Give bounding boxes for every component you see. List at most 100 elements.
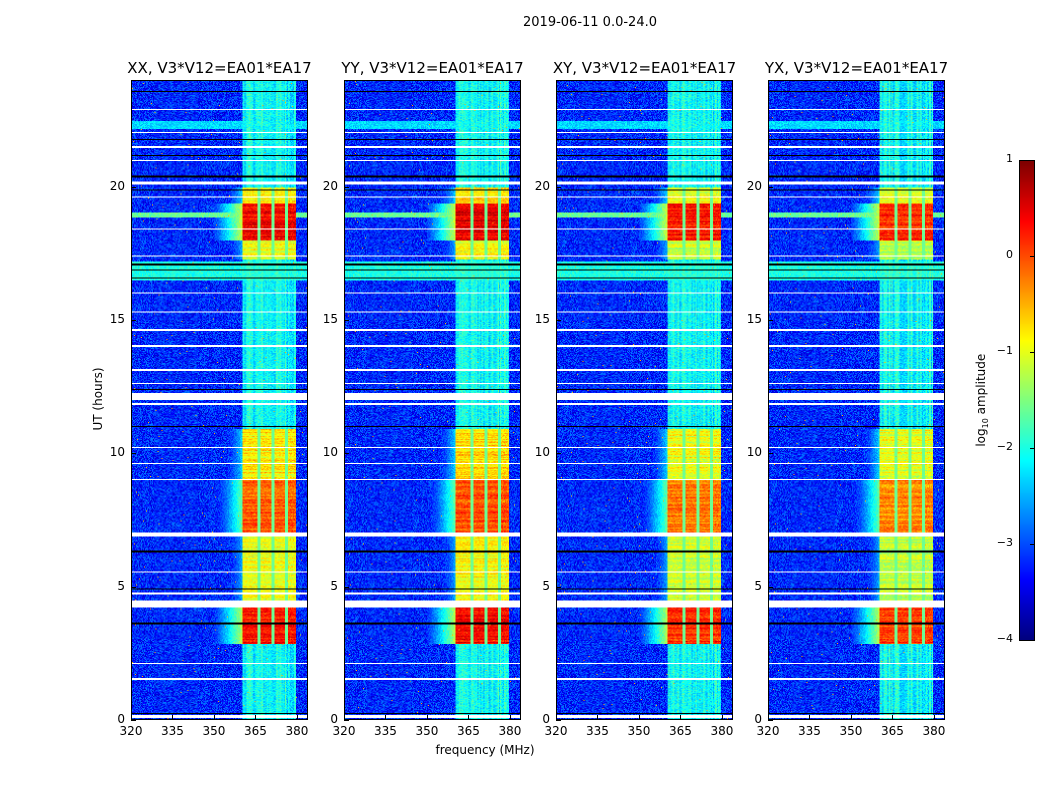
x-tick-label: 350 (415, 724, 439, 738)
colorbar-tick-mark (1030, 640, 1034, 641)
spectrogram-panel-yx (768, 80, 945, 720)
x-tick-label: 320 (544, 724, 568, 738)
y-tick-mark (131, 586, 136, 588)
x-tick-label: 320 (332, 724, 356, 738)
y-axis-label: UT (hours) (91, 367, 105, 431)
spectrogram-panel-xy (556, 80, 733, 720)
x-tick-mark (172, 715, 174, 720)
x-tick-mark (344, 715, 345, 720)
x-tick-label: 320 (119, 724, 143, 738)
panel-title: YX, V3*V12=EA01*EA17 (764, 59, 949, 77)
y-tick-label: 10 (109, 445, 125, 460)
x-tick-mark (213, 715, 215, 720)
x-tick-label: 335 (374, 724, 397, 738)
colorbar-tick-label: 0 (1006, 248, 1013, 261)
y-tick-label: 0 (542, 712, 550, 726)
x-tick-label: 350 (839, 724, 863, 738)
panel-title: XX, V3*V12=EA01*EA17 (127, 59, 312, 77)
colorbar-tick-label: −1 (996, 344, 1013, 357)
x-tick-mark (721, 715, 723, 720)
x-tick-label: 350 (202, 724, 226, 738)
y-tick-mark (768, 453, 773, 455)
x-tick-label: 380 (498, 724, 522, 738)
x-tick-mark (131, 715, 132, 720)
x-tick-mark (255, 715, 257, 720)
colorbar-tick-label: −4 (996, 632, 1013, 645)
panel-title: YY, V3*V12=EA01*EA17 (341, 59, 524, 77)
y-tick-label: 15 (534, 312, 550, 326)
y-tick-label: 20 (746, 178, 762, 193)
y-tick-mark (344, 320, 349, 321)
y-tick-mark (556, 186, 561, 188)
x-tick-label: 365 (881, 724, 904, 738)
y-tick-mark (131, 720, 136, 721)
panel-title: XY, V3*V12=EA01*EA17 (552, 59, 737, 77)
y-tick-label: 5 (542, 578, 550, 593)
colorbar-tick-label: −3 (996, 536, 1013, 549)
x-tick-label: 365 (457, 724, 480, 738)
x-tick-label: 335 (798, 724, 821, 738)
x-tick-label: 365 (244, 724, 267, 738)
y-tick-label: 15 (109, 312, 125, 326)
y-tick-label: 20 (322, 178, 338, 193)
y-tick-mark (768, 586, 773, 588)
y-tick-label: 0 (117, 712, 125, 726)
y-tick-mark (768, 186, 773, 188)
x-tick-mark (556, 715, 557, 720)
x-tick-label: 380 (710, 724, 734, 738)
y-tick-mark (131, 453, 136, 455)
x-tick-label: 380 (922, 724, 946, 738)
x-axis-label: frequency (MHz) (435, 743, 535, 757)
y-tick-mark (556, 586, 561, 588)
colorbar-tick-mark (1030, 352, 1034, 353)
colorbar-tick-label: −2 (996, 440, 1013, 453)
y-tick-label: 0 (330, 712, 338, 726)
x-tick-mark (426, 715, 428, 720)
colorbar-tick-mark (1030, 160, 1034, 161)
y-tick-mark (344, 720, 349, 721)
x-tick-mark (680, 715, 682, 720)
y-tick-label: 5 (117, 578, 125, 593)
y-tick-mark (768, 320, 773, 321)
x-tick-mark (296, 715, 298, 720)
y-tick-mark (344, 586, 349, 588)
x-tick-mark (809, 715, 811, 720)
spectrogram-panel-xx (131, 80, 308, 720)
x-tick-mark (468, 715, 470, 720)
y-tick-label: 10 (322, 445, 338, 460)
colorbar-tick-mark (1030, 544, 1034, 545)
y-tick-label: 15 (322, 312, 338, 326)
y-tick-mark (556, 320, 561, 321)
y-tick-label: 20 (109, 178, 125, 193)
spectrogram-panel-yy (344, 80, 521, 720)
y-tick-mark (344, 453, 349, 455)
colorbar-label-sub: 10 (981, 418, 991, 429)
x-tick-mark (509, 715, 511, 720)
x-tick-label: 365 (669, 724, 692, 738)
y-tick-label: 10 (746, 445, 762, 460)
x-tick-label: 335 (586, 724, 609, 738)
y-tick-label: 0 (754, 712, 762, 726)
x-tick-mark (597, 715, 599, 720)
y-tick-label: 5 (754, 578, 762, 593)
y-tick-mark (768, 720, 773, 721)
y-tick-mark (556, 720, 561, 721)
colorbar-tick-mark (1030, 448, 1034, 449)
x-tick-label: 335 (161, 724, 184, 738)
x-tick-label: 350 (627, 724, 651, 738)
y-tick-mark (556, 453, 561, 455)
colorbar-tick-label: 1 (1006, 152, 1013, 165)
figure-title: 2019-06-11 0.0-24.0 (523, 15, 657, 30)
colorbar (1019, 160, 1035, 641)
y-tick-mark (344, 186, 349, 188)
y-tick-mark (131, 320, 136, 321)
y-tick-label: 5 (330, 578, 338, 593)
x-tick-mark (892, 715, 894, 720)
x-tick-mark (385, 715, 387, 720)
y-tick-label: 20 (534, 178, 550, 193)
x-tick-mark (768, 715, 769, 720)
x-tick-mark (850, 715, 852, 720)
y-tick-label: 15 (746, 312, 762, 326)
x-tick-mark (638, 715, 640, 720)
y-tick-label: 10 (534, 445, 550, 460)
